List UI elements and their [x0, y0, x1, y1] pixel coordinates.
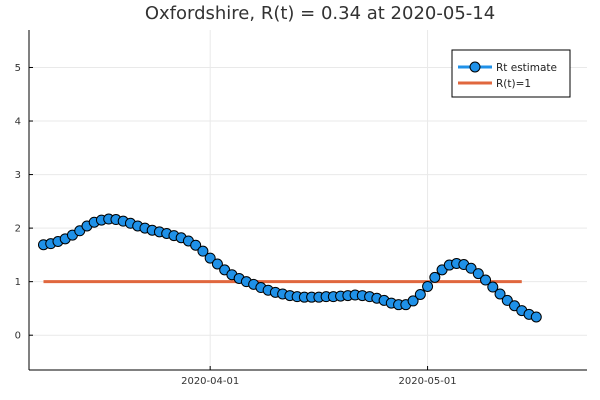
y-tick-label: 1 [15, 277, 21, 288]
y-tick-label: 0 [15, 331, 21, 342]
y-tick-label: 5 [15, 63, 21, 74]
axes [28, 30, 587, 371]
tick-labels: 0 1 2 3 4 5 2020-04-01 2020-05-01 [15, 63, 457, 387]
legend-label-rt-one: R(t)=1 [496, 78, 531, 90]
x-tick-label: 2020-05-01 [399, 376, 457, 387]
rt-estimate-point [465, 262, 477, 274]
rt-estimate-point [414, 289, 426, 301]
rt-estimate-point [472, 268, 484, 280]
rt-estimate-point [190, 239, 202, 251]
series-layer [37, 213, 542, 323]
y-tick-label: 3 [15, 170, 21, 181]
rt-estimate-point [480, 274, 492, 286]
chart-title: Oxfordshire, R(t) = 0.34 at 2020-05-14 [145, 3, 495, 24]
legend-marker-rt-estimate [469, 61, 481, 73]
rt-estimate-point [494, 288, 506, 300]
rt-estimate-point [530, 311, 542, 323]
legend: Rt estimate R(t)=1 [451, 49, 571, 98]
rt-estimate-point [501, 294, 513, 306]
rt-estimate-point [204, 252, 216, 264]
rt-estimate-point [407, 295, 419, 307]
rt-estimate-point [211, 258, 223, 270]
rt-estimate-point [422, 280, 434, 292]
y-tick-label: 4 [15, 117, 21, 128]
legend-box [451, 49, 571, 98]
y-tick-label: 2 [15, 224, 21, 235]
rt-estimate-point [429, 271, 441, 283]
rt-estimate-point [487, 281, 499, 293]
legend-label-rt-estimate: Rt estimate [496, 62, 557, 74]
x-tick-label: 2020-04-01 [181, 376, 239, 387]
rt-estimate-point [197, 245, 209, 257]
